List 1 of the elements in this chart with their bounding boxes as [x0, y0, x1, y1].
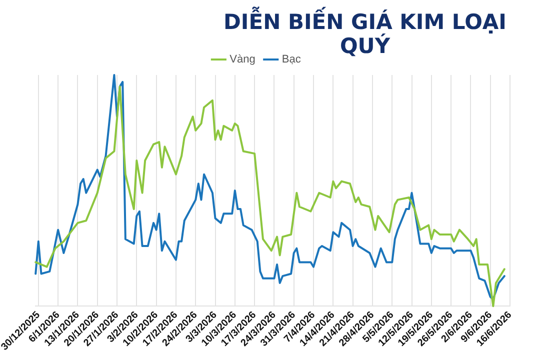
legend-label: Bạc: [282, 54, 302, 66]
